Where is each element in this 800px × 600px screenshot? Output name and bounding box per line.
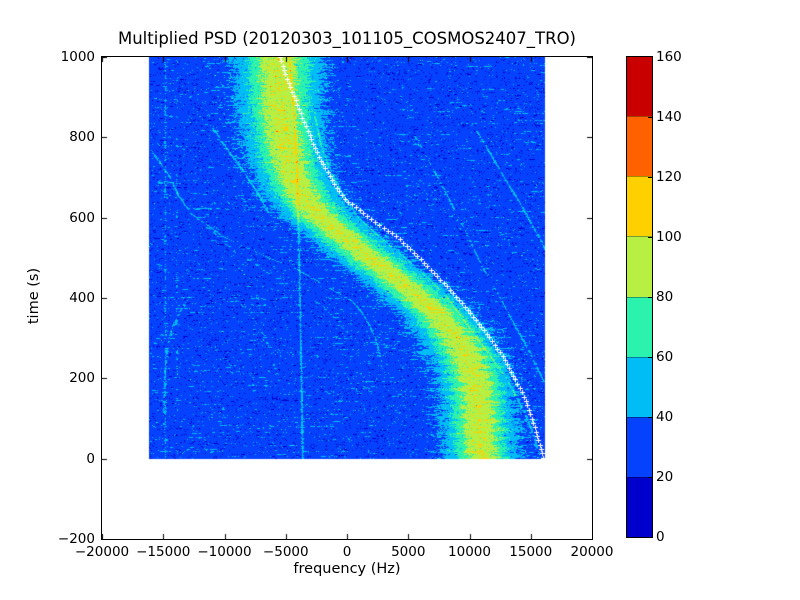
colorbar-tick-mark xyxy=(648,237,652,238)
colorbar-tick-label: 80 xyxy=(656,289,674,305)
colorbar xyxy=(626,56,653,538)
y-tick-label: 0 xyxy=(86,450,95,467)
x-tick-label: 5000 xyxy=(391,544,426,560)
x-tick-label: −5000 xyxy=(262,544,309,560)
colorbar-segment xyxy=(627,476,652,537)
colorbar-tick-mark xyxy=(648,297,652,298)
colorbar-tick-mark xyxy=(648,477,652,478)
x-tick-label: −15000 xyxy=(136,544,191,560)
colorbar-segment xyxy=(627,236,652,297)
x-axis-label: frequency (Hz) xyxy=(293,561,401,577)
y-tick-label: 600 xyxy=(69,209,95,226)
colorbar-segment xyxy=(627,176,652,237)
y-tick-label: −200 xyxy=(57,531,95,547)
colorbar-segment xyxy=(627,57,652,117)
x-tick-label: −20000 xyxy=(74,544,130,560)
y-tick-label: 800 xyxy=(69,129,95,146)
axes-frame xyxy=(101,56,593,540)
colorbar-tick-label: 60 xyxy=(656,349,674,365)
colorbar-segment xyxy=(627,116,652,177)
colorbar-tick-mark xyxy=(648,417,652,418)
colorbar-segment xyxy=(627,296,652,357)
y-tick-label: 1000 xyxy=(60,49,95,65)
x-tick-label: 20000 xyxy=(570,544,614,560)
colorbar-tick-label: 160 xyxy=(656,49,682,65)
colorbar-tick-label: 20 xyxy=(656,469,674,485)
colorbar-tick-mark xyxy=(648,177,652,178)
colorbar-tick-label: 120 xyxy=(656,169,682,185)
colorbar-tick-label: 140 xyxy=(656,109,682,125)
x-tick-label: 10000 xyxy=(448,544,491,560)
chart-title: Multiplied PSD (20120303_101105_COSMOS24… xyxy=(117,29,576,48)
y-tick-label: 400 xyxy=(69,290,95,306)
x-tick-label: 0 xyxy=(342,544,352,560)
colorbar-tick-label: 40 xyxy=(656,409,674,425)
y-tick-label: 200 xyxy=(69,370,95,387)
colorbar-tick-label: 100 xyxy=(656,229,682,245)
x-tick-label: 15000 xyxy=(509,544,553,560)
colorbar-tick-label: 0 xyxy=(656,529,665,545)
x-tick-label: −10000 xyxy=(197,544,252,560)
colorbar-segment xyxy=(627,416,652,477)
colorbar-tick-mark xyxy=(648,117,652,118)
colorbar-tick-mark xyxy=(648,357,652,358)
psd-heatmap-canvas xyxy=(102,57,592,539)
colorbar-segment xyxy=(627,356,652,417)
